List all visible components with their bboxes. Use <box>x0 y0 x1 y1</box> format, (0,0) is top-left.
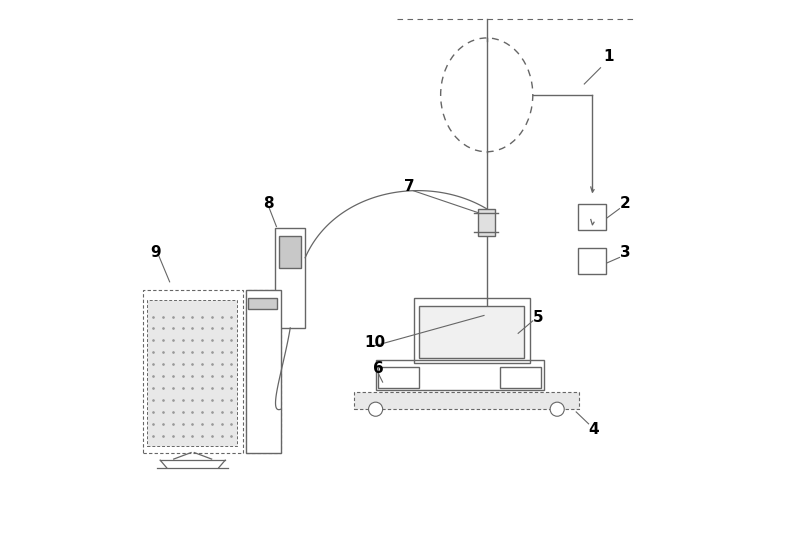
Text: 8: 8 <box>263 196 274 211</box>
Bar <box>278 236 302 268</box>
Bar <box>354 392 579 409</box>
Bar <box>578 204 606 230</box>
Text: 4: 4 <box>589 422 599 437</box>
Bar <box>376 360 544 390</box>
Bar <box>147 300 238 446</box>
Bar <box>378 367 419 388</box>
Bar <box>275 228 305 328</box>
Text: 2: 2 <box>619 196 630 211</box>
Bar <box>414 298 530 363</box>
Bar <box>248 298 277 309</box>
Text: 9: 9 <box>150 244 162 260</box>
Text: 1: 1 <box>603 49 614 64</box>
Text: 10: 10 <box>365 335 386 350</box>
Bar <box>246 290 281 453</box>
Circle shape <box>369 402 382 416</box>
Text: 7: 7 <box>404 179 415 195</box>
Bar <box>500 367 541 388</box>
Bar <box>578 248 606 274</box>
Text: 5: 5 <box>533 309 543 325</box>
Text: 3: 3 <box>619 244 630 260</box>
Bar <box>419 306 523 358</box>
Bar <box>278 236 302 268</box>
Circle shape <box>550 402 564 416</box>
Text: 6: 6 <box>373 361 384 376</box>
Bar <box>142 290 243 453</box>
Bar <box>246 290 281 453</box>
Bar <box>478 209 495 236</box>
